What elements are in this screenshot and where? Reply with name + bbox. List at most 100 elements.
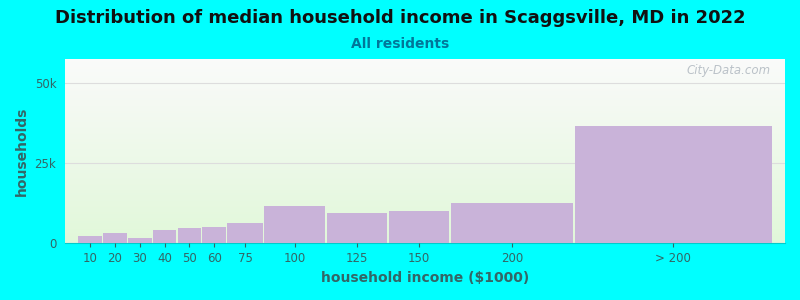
Bar <box>66 233 785 234</box>
Bar <box>66 85 785 86</box>
Bar <box>66 60 785 61</box>
Bar <box>66 96 785 97</box>
Bar <box>66 139 785 140</box>
Bar <box>66 232 785 233</box>
Bar <box>66 141 785 142</box>
Text: All residents: All residents <box>351 38 449 52</box>
Bar <box>66 144 785 145</box>
Bar <box>66 87 785 88</box>
Bar <box>66 163 785 164</box>
Bar <box>66 213 785 214</box>
Bar <box>66 122 785 123</box>
Text: City-Data.com: City-Data.com <box>686 64 770 77</box>
Bar <box>66 192 785 193</box>
Bar <box>66 128 785 129</box>
Bar <box>66 102 785 103</box>
Bar <box>66 118 785 119</box>
Bar <box>66 158 785 159</box>
Bar <box>66 222 785 223</box>
Bar <box>178 228 202 243</box>
Bar <box>66 200 785 201</box>
Bar <box>66 67 785 68</box>
Bar <box>66 100 785 101</box>
Bar <box>66 225 785 226</box>
Bar <box>66 237 785 238</box>
Bar <box>66 194 785 195</box>
Bar <box>66 125 785 126</box>
Bar <box>66 171 785 172</box>
Bar <box>66 207 785 208</box>
Bar <box>66 157 785 158</box>
Bar <box>66 104 785 105</box>
Bar <box>66 64 785 65</box>
Bar <box>66 74 785 75</box>
Bar <box>66 205 785 206</box>
Bar <box>66 189 785 190</box>
Bar <box>66 117 785 118</box>
Bar <box>66 97 785 98</box>
Bar <box>66 201 785 202</box>
Bar <box>66 84 785 85</box>
Bar <box>66 155 785 156</box>
Bar <box>66 150 785 151</box>
Bar <box>66 76 785 77</box>
Bar <box>66 82 785 83</box>
Bar <box>66 183 785 184</box>
Bar <box>66 106 785 107</box>
Bar <box>66 63 785 64</box>
Bar <box>66 91 785 92</box>
Bar <box>66 208 785 209</box>
Bar <box>66 187 785 188</box>
Bar <box>66 89 785 90</box>
Bar <box>66 167 785 168</box>
Bar <box>66 116 785 117</box>
Bar <box>66 221 785 222</box>
Bar <box>66 190 785 191</box>
Bar <box>66 138 785 139</box>
Bar <box>66 211 785 212</box>
Bar <box>66 234 785 235</box>
Bar <box>66 103 785 104</box>
Bar <box>66 130 785 131</box>
Bar <box>66 215 785 216</box>
Bar <box>66 202 785 203</box>
Bar <box>66 181 785 182</box>
Bar <box>66 177 785 178</box>
Bar <box>227 223 263 243</box>
Bar <box>66 95 785 96</box>
Bar <box>66 174 785 175</box>
Bar <box>66 119 785 120</box>
Bar <box>103 233 126 243</box>
Bar <box>66 148 785 149</box>
Bar <box>66 111 785 112</box>
Bar <box>66 137 785 138</box>
Bar <box>66 61 785 62</box>
Bar <box>66 156 785 157</box>
Bar <box>66 217 785 218</box>
Bar <box>66 131 785 133</box>
Bar <box>66 70 785 71</box>
Bar <box>66 146 785 147</box>
Bar <box>574 126 772 243</box>
Bar <box>66 172 785 173</box>
Bar <box>66 88 785 89</box>
Bar <box>326 213 387 243</box>
Bar <box>66 135 785 136</box>
Bar <box>66 152 785 153</box>
Bar <box>66 188 785 189</box>
Bar <box>66 242 785 243</box>
Bar <box>66 204 785 205</box>
Bar <box>66 149 785 150</box>
Bar <box>66 82 785 83</box>
Bar <box>66 210 785 211</box>
Bar <box>66 83 785 84</box>
Bar <box>66 166 785 167</box>
Bar <box>66 68 785 69</box>
Bar <box>66 101 785 102</box>
Bar <box>66 123 785 124</box>
Bar <box>66 79 785 80</box>
Bar <box>66 94 785 95</box>
Bar <box>66 71 785 72</box>
Bar <box>66 241 785 242</box>
Bar <box>66 72 785 73</box>
